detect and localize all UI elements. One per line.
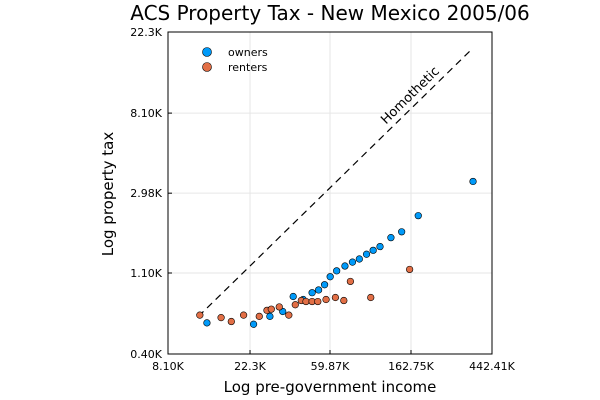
legend: owners renters (202, 46, 268, 74)
x-tick-label: 22.3K (234, 360, 266, 373)
x-tick-label: 442.41K (469, 360, 515, 373)
data-point-renters (346, 277, 354, 286)
data-point-owners (376, 242, 384, 251)
homothetic-reference-line (198, 48, 473, 317)
data-point-owners (289, 292, 297, 301)
data-point-owners (308, 289, 316, 297)
data-point-renters (340, 296, 348, 305)
data-point-renters (255, 312, 263, 320)
legend-marker-renters (202, 62, 212, 72)
data-point-owners (369, 246, 377, 254)
legend-label-renters: renters (228, 61, 268, 74)
data-point-owners (203, 319, 211, 327)
data-point-owners (341, 262, 349, 270)
y-tick-labels: 0.40K 1.10K 2.98K 8.10K 22.3K (130, 26, 172, 361)
data-point-renters (240, 311, 248, 319)
y-tick-label: 0.40K (130, 348, 162, 361)
y-tick-label: 22.3K (130, 26, 162, 39)
grid (167, 31, 493, 355)
data-point-renters (196, 311, 204, 319)
x-tick-label: 59.87K (311, 360, 350, 373)
data-point-owners (320, 281, 329, 289)
legend-label-owners: owners (228, 46, 268, 59)
data-point-owners (414, 212, 422, 220)
data-point-renters (322, 295, 330, 304)
chart-title: ACS Property Tax - New Mexico 2005/06 (130, 1, 530, 25)
data-point-renters (406, 265, 414, 274)
data-point-renters (291, 301, 299, 309)
y-tick-label: 2.98K (130, 187, 162, 200)
data-point-renters (367, 293, 375, 302)
x-tick-label: 162.75K (388, 360, 434, 373)
y-tick-label: 1.10K (130, 267, 162, 280)
data-point-renters (217, 314, 225, 322)
data-point-owners (326, 273, 334, 281)
data-point-owners (333, 267, 341, 275)
data-point-renters (302, 297, 310, 306)
y-tick-label: 8.10K (130, 107, 162, 120)
points (196, 177, 477, 328)
data-point-owners (387, 234, 395, 242)
data-point-owners (348, 258, 357, 266)
data-point-owners (398, 228, 406, 236)
data-point-owners (362, 250, 371, 258)
y-axis-label: Log property tax (99, 132, 117, 257)
x-axis-label: Log pre-government income (224, 378, 437, 396)
data-point-owners (314, 286, 323, 294)
data-point-renters (227, 317, 235, 326)
legend-marker-owners (202, 47, 212, 57)
data-point-renters (267, 305, 275, 313)
x-tick-label: 8.10K (152, 360, 184, 373)
data-point-owners (355, 255, 363, 263)
data-point-renters (285, 311, 293, 319)
data-point-renters (331, 293, 340, 302)
data-point-owners (469, 177, 477, 186)
x-tick-labels: 8.10K 22.3K 59.87K 162.75K 442.41K (152, 350, 516, 373)
reference-line-group (198, 48, 473, 317)
data-point-owners (249, 320, 258, 328)
data-point-renters (275, 303, 283, 311)
data-point-owners (266, 312, 274, 320)
data-point-renters (314, 297, 322, 306)
